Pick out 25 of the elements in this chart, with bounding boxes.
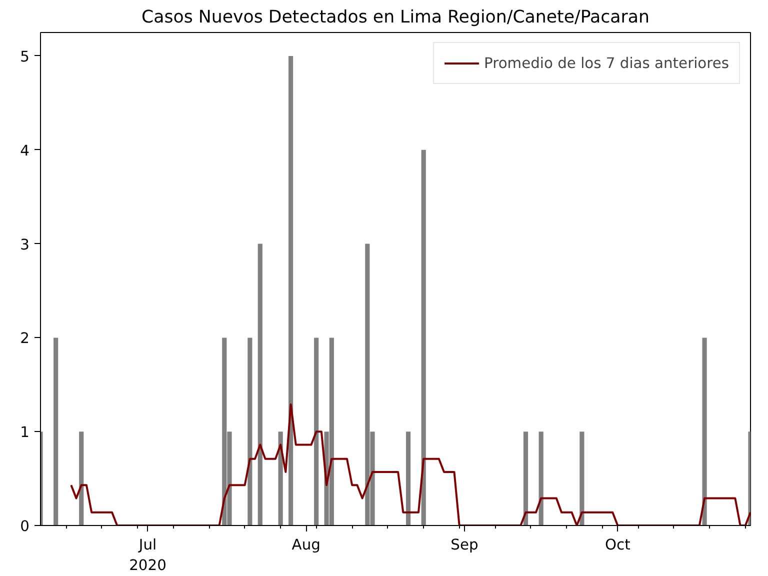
chart-title: Casos Nuevos Detectados en Lima Region/Canete/Pacaran [141,8,650,28]
x-tick-label: Jul 2020 [129,536,166,574]
y-tick-label: 3 [20,236,30,254]
bar [523,432,528,526]
bar [54,338,58,526]
bar [314,338,319,526]
y-tick-label: 1 [20,424,30,442]
bar [248,338,252,526]
y-tick-label: 2 [20,330,30,348]
bar [258,244,262,526]
bar [538,432,544,526]
bar [702,338,707,526]
x-tick-label: Aug [292,536,320,554]
bar [79,432,84,526]
y-tick-label: 0 [20,518,30,535]
bar [288,56,294,526]
bar [580,432,584,526]
legend-label: Promedio de los 7 dias anteriores [484,54,729,72]
bar [421,150,426,526]
bar [406,432,411,526]
y-tick-label: 5 [20,48,30,66]
line-series [70,403,750,526]
x-tick-label: Sep [450,536,478,554]
x-tick-label: Oct [605,536,631,554]
y-tick-label: 4 [20,142,30,160]
